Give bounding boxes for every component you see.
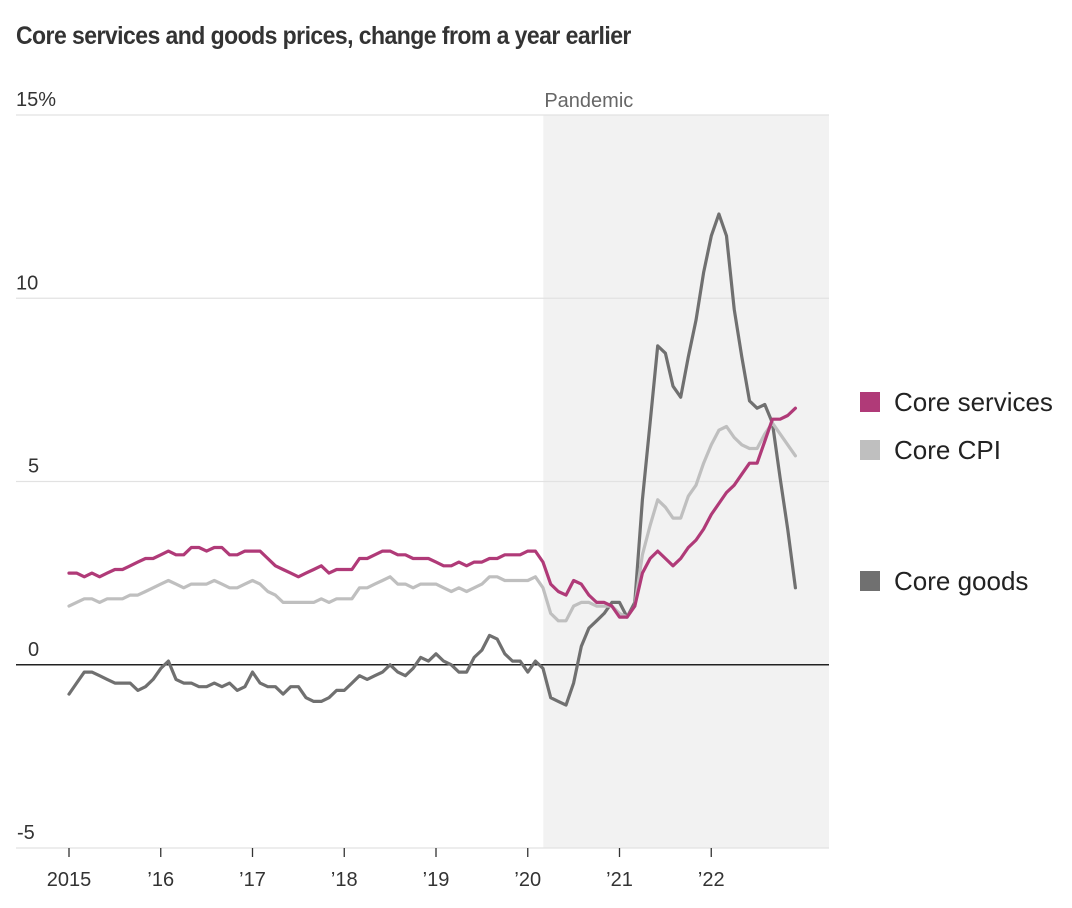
x-tick-label: 2015 bbox=[47, 869, 92, 891]
y-tick-label: -5 bbox=[17, 822, 35, 844]
pandemic-label: Pandemic bbox=[544, 90, 633, 112]
x-tick-label: ’18 bbox=[331, 869, 358, 891]
y-tick-label: 0 bbox=[28, 639, 39, 661]
series-line-core-cpi bbox=[67, 421, 798, 623]
legend-label: Core CPI bbox=[894, 435, 1001, 465]
legend-label: Core goods bbox=[894, 566, 1028, 596]
x-tick-label: ’17 bbox=[239, 869, 266, 891]
legend-swatch bbox=[860, 392, 880, 412]
x-tick-label: ’19 bbox=[423, 869, 450, 891]
x-tick-label: ’22 bbox=[698, 869, 725, 891]
x-tick-label: ’20 bbox=[514, 869, 541, 891]
x-tick-label: ’21 bbox=[606, 869, 633, 891]
y-tick-label: 15% bbox=[16, 89, 56, 111]
legend-swatch bbox=[860, 440, 880, 460]
y-tick-label: 5 bbox=[28, 456, 39, 478]
series-line-core-goods bbox=[67, 212, 798, 707]
legend-label: Core services bbox=[894, 387, 1053, 417]
legend-swatch bbox=[860, 571, 880, 591]
x-tick-label: ’16 bbox=[147, 869, 174, 891]
y-tick-label: 10 bbox=[16, 272, 38, 294]
chart-title: Core services and goods prices, change f… bbox=[16, 22, 631, 50]
series-line-core-services bbox=[67, 406, 798, 619]
